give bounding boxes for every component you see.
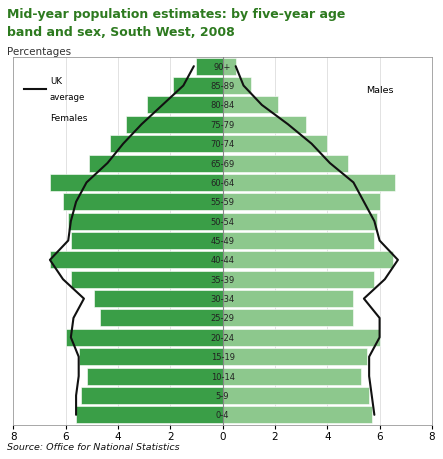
- Text: band and sex, South West, 2008: band and sex, South West, 2008: [7, 26, 234, 39]
- Bar: [50, 174, 222, 191]
- Bar: [222, 78, 251, 95]
- Bar: [222, 252, 392, 269]
- Bar: [222, 59, 236, 76]
- Bar: [222, 406, 372, 423]
- Bar: [66, 329, 222, 346]
- Bar: [222, 368, 361, 385]
- Text: 70-74: 70-74: [210, 140, 235, 149]
- Bar: [63, 194, 222, 211]
- Bar: [222, 271, 374, 288]
- Bar: [68, 213, 222, 230]
- Bar: [94, 291, 222, 308]
- Text: 45-49: 45-49: [210, 236, 235, 246]
- Bar: [126, 117, 222, 134]
- Bar: [222, 387, 369, 404]
- Bar: [196, 59, 222, 76]
- Text: 65-69: 65-69: [210, 159, 235, 168]
- Bar: [222, 117, 306, 134]
- Text: 30-34: 30-34: [210, 295, 235, 303]
- Bar: [222, 348, 366, 365]
- Text: 35-39: 35-39: [210, 275, 235, 284]
- Text: 0-4: 0-4: [216, 410, 229, 420]
- Bar: [82, 387, 222, 404]
- Bar: [222, 310, 354, 327]
- Bar: [222, 136, 327, 153]
- Text: Percentages: Percentages: [7, 47, 71, 57]
- Bar: [173, 78, 222, 95]
- Bar: [222, 329, 380, 346]
- Text: UK: UK: [50, 76, 62, 85]
- Text: 20-24: 20-24: [210, 333, 235, 342]
- Bar: [50, 252, 222, 269]
- Bar: [86, 368, 222, 385]
- Bar: [222, 155, 348, 172]
- Text: 50-54: 50-54: [210, 217, 235, 226]
- Bar: [110, 136, 222, 153]
- Text: Source: Office for National Statistics: Source: Office for National Statistics: [7, 442, 179, 451]
- Text: 60-64: 60-64: [210, 179, 235, 187]
- Text: Females: Females: [50, 113, 87, 123]
- Text: Males: Males: [366, 86, 394, 95]
- Bar: [89, 155, 222, 172]
- Bar: [79, 348, 222, 365]
- Bar: [71, 232, 222, 250]
- Text: 80-84: 80-84: [210, 101, 235, 110]
- Text: Mid-year population estimates: by five-year age: Mid-year population estimates: by five-y…: [7, 8, 345, 21]
- Bar: [222, 213, 377, 230]
- Bar: [222, 194, 380, 211]
- Text: 10-14: 10-14: [210, 372, 235, 381]
- Text: 85-89: 85-89: [210, 82, 235, 91]
- Bar: [222, 174, 395, 191]
- Bar: [147, 97, 222, 114]
- Text: 55-59: 55-59: [210, 198, 235, 207]
- Bar: [100, 310, 222, 327]
- Bar: [71, 271, 222, 288]
- Text: 15-19: 15-19: [210, 353, 235, 361]
- Text: 5-9: 5-9: [216, 391, 229, 400]
- Bar: [222, 291, 354, 308]
- Bar: [222, 232, 374, 250]
- Bar: [222, 97, 278, 114]
- Text: average: average: [50, 93, 85, 102]
- Text: 40-44: 40-44: [210, 256, 235, 265]
- Text: 25-29: 25-29: [210, 314, 235, 323]
- Text: 75-79: 75-79: [210, 121, 235, 129]
- Text: 90+: 90+: [214, 62, 231, 72]
- Bar: [76, 406, 222, 423]
